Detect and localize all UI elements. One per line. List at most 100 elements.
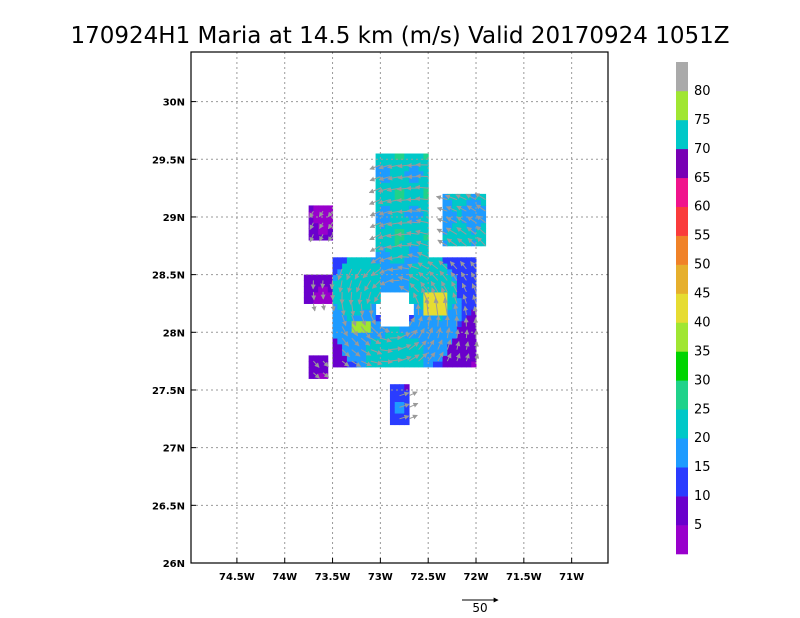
wind-speed-cell — [394, 153, 400, 160]
wind-vector — [466, 205, 477, 212]
wind-speed-cell — [413, 338, 420, 345]
wind-vector — [415, 240, 429, 247]
wind-vector — [340, 303, 346, 316]
wind-speed-cell — [447, 280, 453, 287]
wind-speed-cell — [337, 315, 343, 322]
wind-speed-cell — [413, 309, 420, 316]
wind-speed-cell — [442, 338, 448, 345]
wind-speed-cell — [394, 234, 400, 241]
wind-speed-cell — [447, 286, 453, 293]
wind-speed-cell — [366, 326, 372, 333]
wind-vector — [418, 271, 429, 281]
wind-speed-cell — [356, 326, 362, 333]
wind-vector — [360, 337, 371, 346]
wind-speed-cell — [418, 159, 424, 166]
wind-speed-cell — [447, 263, 453, 270]
wind-speed-cell — [322, 297, 329, 304]
wind-vector — [322, 372, 330, 378]
wind-speed-cell — [332, 274, 338, 281]
wind-speed-cell — [332, 332, 338, 339]
wind-speed-cell — [456, 280, 463, 287]
wind-speed-cell — [399, 401, 405, 408]
wind-speed-cell — [370, 286, 377, 293]
wind-speed-cell — [332, 268, 338, 276]
wind-vector — [399, 403, 410, 408]
wind-speed-cell — [332, 315, 338, 322]
wind-vector — [351, 349, 361, 357]
wind-speed-cell — [337, 338, 343, 345]
wind-speed-cell — [356, 309, 362, 316]
wind-speed-cell — [413, 263, 420, 270]
wind-vector — [436, 206, 448, 212]
wind-vector — [366, 291, 372, 304]
wind-speed-cell — [313, 205, 319, 212]
y-tick-label: 27N — [163, 444, 185, 455]
wind-vector — [414, 196, 429, 202]
wind-speed-cell — [432, 315, 439, 322]
wind-speed-cell — [423, 257, 429, 264]
wind-speed-cell — [361, 361, 367, 368]
wind-speed-cell — [456, 240, 463, 247]
wind-speed-cell — [480, 193, 487, 201]
wind-speed-cell — [432, 268, 439, 276]
wind-speed-cell — [423, 170, 429, 178]
wind-speed-cell — [385, 361, 391, 368]
wind-speed-cell — [389, 245, 396, 253]
wind-speed-cell — [361, 355, 367, 362]
y-axis-ticks: 26N 26.5N 27N 27.5N 28N 28.5N 29N 29.5N 30N — [152, 98, 196, 570]
wind-speed-cell — [437, 343, 444, 351]
wind-speed-cell — [385, 205, 391, 212]
wind-speed-cell — [375, 205, 381, 212]
wind-speed-cell — [428, 297, 434, 304]
wind-speed-cell — [394, 280, 400, 287]
wind-speed-cell — [423, 188, 429, 195]
wind-speed-cell — [404, 280, 410, 287]
wind-speed-cell — [413, 274, 420, 281]
wind-speed-cell — [351, 361, 357, 368]
wind-speed-cell — [432, 338, 439, 345]
wind-speed-cell — [385, 280, 391, 287]
wind-speed-cell — [346, 268, 353, 276]
colorbar-label: 10 — [694, 489, 711, 504]
wind-speed-cell — [471, 297, 477, 304]
wind-speed-cell — [447, 343, 453, 351]
wind-speed-cell — [437, 332, 444, 339]
wind-speed-cell — [418, 245, 424, 253]
wind-speed-cell — [404, 251, 410, 258]
wind-speed-cell — [480, 234, 487, 241]
wind-speed-cell — [466, 315, 472, 322]
wind-speed-cell — [385, 263, 391, 270]
wind-speed-cell — [476, 228, 482, 235]
wind-speed-cell — [375, 193, 381, 201]
wind-speed-cell — [394, 245, 400, 253]
wind-speed-cell — [442, 303, 448, 310]
wind-speed-cell — [394, 338, 400, 345]
wind-speed-cell — [423, 280, 429, 287]
wind-speed-cell — [399, 170, 405, 178]
wind-speed-cell — [342, 355, 348, 362]
wind-speed-cell — [413, 245, 420, 253]
wind-speed-cell — [380, 274, 386, 281]
wind-vector — [435, 314, 441, 327]
wind-vector — [406, 208, 419, 214]
wind-speed-cell — [466, 257, 472, 264]
y-tick-label: 29N — [163, 213, 185, 224]
wind-vector — [311, 303, 317, 312]
wind-speed-cell — [322, 228, 329, 235]
colorbar-label: 80 — [694, 84, 711, 99]
wind-speed-cell — [394, 389, 400, 397]
wind-speed-cell — [432, 355, 439, 362]
wind-vector — [351, 360, 362, 367]
wind-vector — [407, 273, 419, 281]
wind-speed-cell — [447, 291, 453, 299]
wind-vector — [309, 222, 315, 230]
wind-speed-cell — [375, 286, 381, 293]
wind-speed-cell — [351, 349, 357, 356]
wind-vector — [446, 339, 452, 350]
wind-speed-cell — [413, 188, 420, 195]
wind-speed-cell — [442, 343, 448, 351]
wind-speed-cell — [437, 263, 444, 270]
wind-vector — [464, 341, 470, 350]
wind-vector — [327, 210, 333, 218]
wind-vector — [360, 326, 371, 340]
